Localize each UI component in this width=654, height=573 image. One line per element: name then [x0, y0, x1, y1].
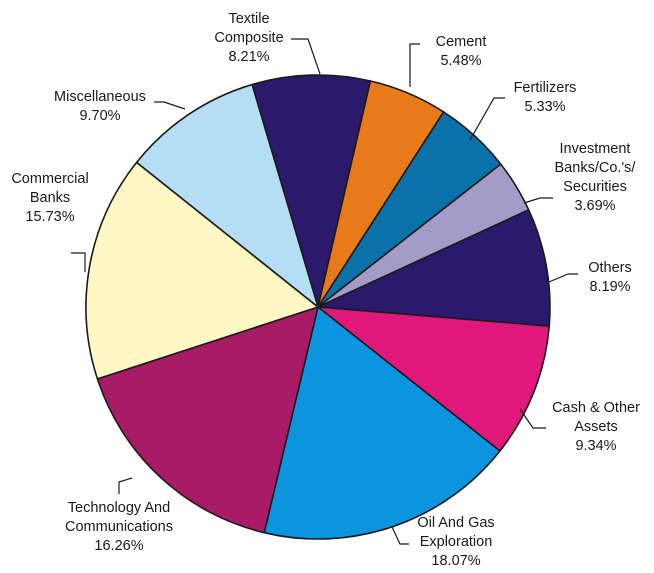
slice-name-label: Banks/Co.'s/ [555, 160, 637, 176]
pie-slice [317, 209, 551, 327]
slice-label: Commercial Banks 15.73% [11, 171, 88, 225]
slice-label: Investment Banks/Co.'s/Securities 3.69% [555, 141, 637, 214]
slice-value-label: 9.34% [575, 438, 616, 454]
leaders-layer [71, 38, 578, 545]
slice-name-label: Investment [560, 141, 631, 157]
slice-label: Cash & Other Assets 9.34% [552, 400, 640, 454]
slice-name-label: Oil And Gas [417, 515, 494, 531]
slice-name-label: Cement [436, 34, 487, 50]
leader-line [154, 101, 186, 110]
pie-slice [135, 83, 319, 308]
slice-label: Oil And Gas Exploration 18.07% [417, 515, 494, 569]
leader-line [469, 97, 505, 141]
leader-line [118, 477, 133, 494]
slice-value-label: 3.69% [574, 198, 615, 214]
slice-label: Miscellaneous 9.70% [54, 89, 146, 124]
slice-value-label: 8.21% [228, 49, 269, 65]
pie-slice [96, 306, 319, 534]
slice-name-label: Textile [228, 11, 269, 27]
slice-value-label: 16.26% [94, 538, 143, 554]
slice-name-label: Cash & Other [552, 400, 640, 416]
slice-label: Textile Composite 8.21% [214, 11, 283, 65]
leader-line [71, 252, 86, 272]
leader-line [409, 43, 420, 87]
slice-name-label: Commercial [11, 171, 88, 187]
pie-slice [251, 74, 372, 308]
slice-name-label: Exploration [420, 534, 493, 550]
slice-label: Fertilizers 5.33% [514, 80, 577, 115]
slice-name-label: Securities [563, 179, 627, 195]
slice-name-label: Miscellaneous [54, 89, 146, 105]
pie-slice [263, 306, 501, 540]
slice-value-label: 5.33% [524, 99, 565, 115]
slice-name-label: Assets [574, 419, 618, 435]
slices-layer [85, 74, 551, 540]
pie-slice [317, 306, 551, 452]
slice-value-label: 9.70% [79, 108, 120, 124]
labels-layer: Textile Composite 8.21% Cement 5.48% Fertiliz… [11, 11, 640, 569]
slice-label: Others 8.19% [588, 260, 632, 295]
slice-label: Technology And Communications 16.26% [65, 500, 173, 554]
leader-line [523, 197, 553, 204]
slice-name-label: Composite [214, 30, 283, 46]
slice-name-label: Others [588, 260, 632, 276]
slice-label: Cement 5.48% [436, 34, 487, 69]
slice-name-label: Banks [30, 190, 70, 206]
slice-name-label: Fertilizers [514, 80, 577, 96]
slice-value-label: 8.19% [589, 279, 630, 295]
slice-value-label: 5.48% [440, 53, 481, 69]
leader-line [291, 38, 321, 75]
slice-value-label: 18.07% [431, 553, 480, 569]
leader-line [391, 526, 409, 545]
slice-name-label: Technology And [68, 500, 170, 516]
leader-line [548, 273, 578, 283]
slice-value-label: 15.73% [25, 209, 74, 225]
leader-line [519, 408, 546, 429]
slice-name-label: Communications [65, 519, 173, 535]
pie-slice [85, 161, 319, 380]
